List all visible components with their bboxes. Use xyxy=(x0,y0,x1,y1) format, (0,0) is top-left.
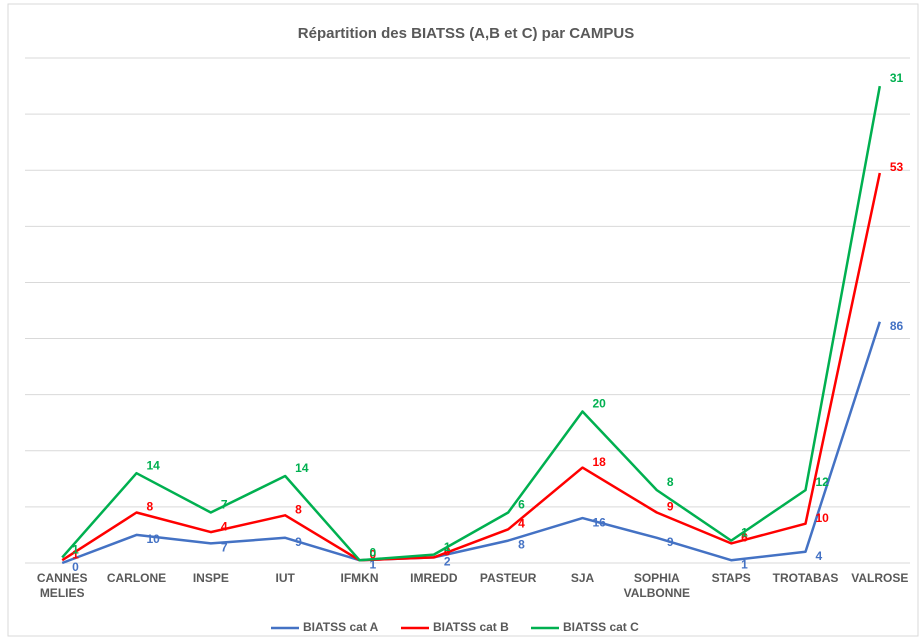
data-label: 8 xyxy=(667,475,674,489)
x-tick-label: IFMKN xyxy=(340,571,379,585)
legend-label: BIATSS cat B xyxy=(433,620,509,634)
data-label: 53 xyxy=(890,160,904,174)
chart-title: Répartition des BIATSS (A,B et C) par CA… xyxy=(298,25,634,42)
data-label: 10 xyxy=(147,532,161,546)
legend-label: BIATSS cat A xyxy=(303,620,379,634)
series-line xyxy=(61,172,882,562)
x-tick-label: IUT xyxy=(275,571,295,585)
data-label: 1 xyxy=(72,547,79,561)
data-label: 6 xyxy=(741,531,748,545)
x-tick-label: STAPS xyxy=(711,571,751,585)
data-label: 14 xyxy=(147,458,161,472)
data-label: 4 xyxy=(816,549,823,563)
x-tick-label: VALROSE xyxy=(851,571,909,585)
x-tick-label: SJA xyxy=(570,571,595,585)
data-label: 0 xyxy=(370,545,377,559)
data-label: 9 xyxy=(667,500,674,514)
data-label: 7 xyxy=(221,541,228,555)
data-label: 0 xyxy=(370,547,377,561)
x-tick-label: TROTABAS xyxy=(772,571,839,585)
data-label: 31 xyxy=(890,71,904,85)
data-label: 4 xyxy=(518,517,525,531)
data-label: 1 xyxy=(370,557,377,571)
data-label: 0 xyxy=(72,560,79,574)
data-label: 8 xyxy=(295,502,302,516)
x-tick-label: IMREDD xyxy=(410,571,458,585)
series-line xyxy=(61,321,881,565)
x-tick-label: CANNES MELIES xyxy=(36,571,88,600)
x-tick-label: PASTEUR xyxy=(479,571,537,585)
data-label: 4 xyxy=(221,519,228,533)
series-line xyxy=(61,85,882,562)
data-label: 86 xyxy=(890,319,904,333)
data-label: 1 xyxy=(72,543,79,557)
data-label: 8 xyxy=(518,538,525,552)
data-label: 1 xyxy=(741,557,748,571)
x-tick-label: SOPHIA VALBONNE xyxy=(623,571,691,600)
chart-border xyxy=(7,3,919,637)
data-label: 6 xyxy=(518,498,525,512)
data-label: 8 xyxy=(147,500,154,514)
data-label: 14 xyxy=(295,461,309,475)
data-label: 2 xyxy=(444,555,451,569)
x-tick-label: INSPE xyxy=(192,571,229,585)
data-label: 12 xyxy=(816,475,830,489)
data-label: 18 xyxy=(593,455,607,469)
data-label: 10 xyxy=(816,511,830,525)
x-tick-label: CARLONE xyxy=(106,571,167,585)
legend-label: BIATSS cat C xyxy=(563,620,639,634)
data-label: 20 xyxy=(593,397,607,411)
